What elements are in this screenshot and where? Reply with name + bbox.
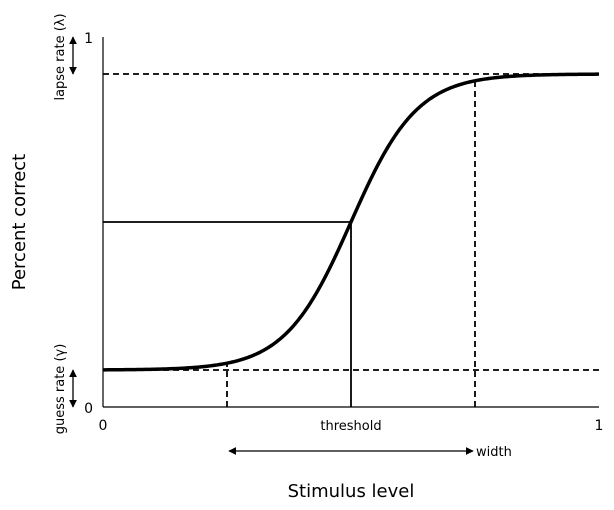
lapse-rate-label: lapse rate (λ) <box>53 13 68 100</box>
x-axis-title: Stimulus level <box>288 481 415 502</box>
psychometric-curve <box>102 72 600 372</box>
y-tick-label-0: 0 <box>84 401 93 417</box>
y-axis-title: Percent correct <box>9 154 30 290</box>
y-tick-label-1: 1 <box>84 31 93 47</box>
width-label: width <box>476 445 512 460</box>
x-tick-label-1: 1 <box>595 418 604 434</box>
x-tick-label-0: 0 <box>99 418 108 434</box>
guess-rate-label: guess rate (γ) <box>53 344 68 435</box>
threshold-label: threshold <box>320 419 381 434</box>
